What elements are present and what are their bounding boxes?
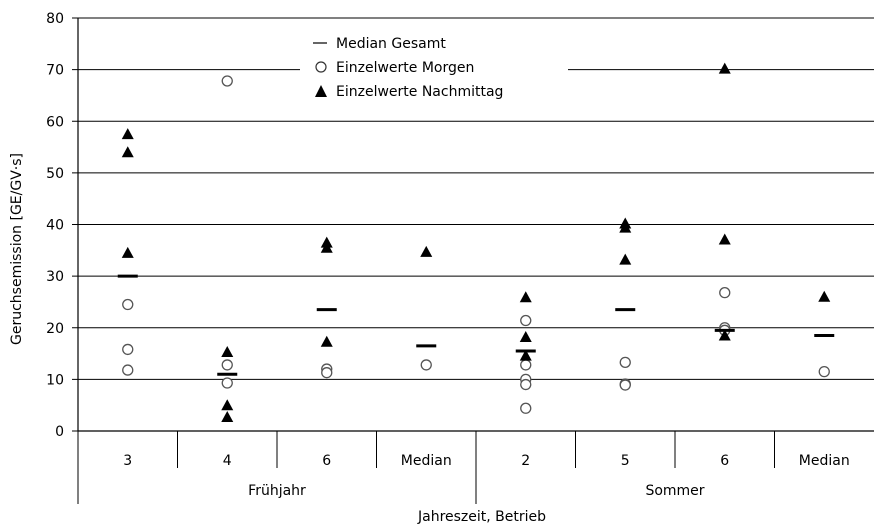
y-tick-label: 50 bbox=[46, 166, 64, 182]
legend-label: Einzelwerte Nachmittag bbox=[336, 84, 503, 100]
legend-circle-icon bbox=[315, 61, 327, 73]
x-axis-title: Jahreszeit, Betrieb bbox=[417, 509, 546, 525]
point-morning bbox=[321, 367, 333, 379]
data-marks bbox=[117, 62, 835, 423]
point-morning bbox=[520, 402, 532, 414]
x-category-label: 5 bbox=[621, 453, 630, 469]
x-category-label: Median bbox=[401, 453, 452, 469]
point-afternoon bbox=[718, 233, 731, 245]
point-afternoon bbox=[221, 411, 234, 423]
x-group-label: Frühjahr bbox=[248, 483, 306, 499]
point-morning bbox=[122, 343, 134, 356]
point-morning bbox=[420, 359, 432, 371]
y-tick-label: 80 bbox=[46, 11, 64, 27]
point-morning bbox=[221, 377, 233, 389]
point-afternoon bbox=[420, 245, 433, 257]
point-morning bbox=[221, 75, 233, 87]
point-morning bbox=[122, 298, 134, 311]
y-axis-title: Geruchsemission [GE/GV·s] bbox=[9, 153, 25, 345]
point-morning bbox=[520, 359, 532, 371]
legend-label: Median Gesamt bbox=[336, 36, 446, 52]
point-afternoon bbox=[619, 253, 632, 265]
x-category-label: 3 bbox=[123, 453, 132, 469]
point-morning bbox=[719, 286, 731, 299]
point-morning bbox=[818, 365, 830, 378]
x-category-label: 6 bbox=[720, 453, 729, 469]
point-morning bbox=[520, 314, 532, 327]
point-afternoon bbox=[519, 349, 532, 361]
point-afternoon bbox=[320, 335, 333, 347]
y-tick-labels: 0 10 20 30 40 50 60 70 80 bbox=[46, 11, 64, 440]
x-group-label: Sommer bbox=[645, 483, 704, 499]
x-group-labels: Frühjahr Sommer bbox=[248, 483, 705, 499]
point-afternoon bbox=[121, 128, 134, 140]
point-afternoon bbox=[718, 329, 731, 341]
y-tick-label: 40 bbox=[46, 218, 64, 234]
x-category-label: 4 bbox=[223, 453, 232, 469]
y-tick-label: 60 bbox=[46, 114, 64, 130]
x-category-labels: 3 4 6 Median 2 5 6 Median bbox=[123, 453, 849, 469]
y-tick-label: 30 bbox=[46, 269, 64, 285]
y-tick-label: 10 bbox=[46, 372, 64, 388]
legend-label: Einzelwerte Morgen bbox=[336, 60, 474, 76]
point-afternoon bbox=[221, 346, 234, 358]
axes bbox=[72, 17, 874, 504]
y-tick-label: 20 bbox=[46, 321, 64, 337]
point-afternoon bbox=[818, 290, 831, 302]
legend-triangle-icon bbox=[315, 85, 327, 97]
point-afternoon bbox=[221, 399, 234, 411]
gridlines bbox=[78, 17, 874, 380]
point-afternoon bbox=[121, 246, 134, 258]
point-afternoon bbox=[320, 241, 333, 253]
point-afternoon bbox=[718, 62, 731, 74]
point-morning bbox=[619, 356, 631, 368]
x-category-label: 2 bbox=[521, 453, 530, 469]
point-morning bbox=[122, 364, 134, 376]
x-category-label: 6 bbox=[322, 453, 331, 469]
point-morning bbox=[221, 359, 233, 371]
point-afternoon bbox=[619, 221, 632, 233]
point-afternoon bbox=[121, 146, 134, 158]
y-tick-label: 70 bbox=[46, 63, 64, 79]
x-category-label: Median bbox=[799, 453, 850, 469]
legend: Median Gesamt Einzelwerte Morgen Einzelwer… bbox=[313, 36, 503, 100]
y-tick-label: 0 bbox=[55, 424, 64, 440]
point-morning bbox=[520, 378, 532, 391]
point-morning bbox=[619, 379, 631, 391]
point-afternoon bbox=[519, 331, 532, 343]
point-afternoon bbox=[519, 291, 532, 303]
